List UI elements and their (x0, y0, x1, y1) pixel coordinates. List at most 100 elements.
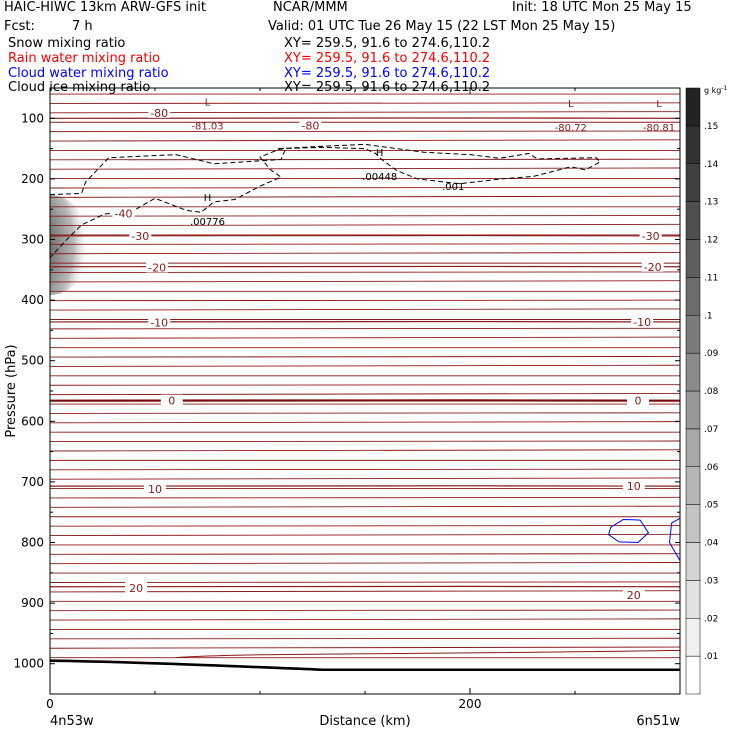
colorbar-unit: g kg-1 (704, 85, 728, 95)
isotherm-line (50, 327, 680, 330)
field-xy-cloud-water: XY= 259.5, 91.6 to 274.6,110.2 (284, 66, 491, 81)
field-name-snow: Snow mixing ratio (8, 36, 126, 51)
terrain-line (50, 659, 680, 672)
colorbar-label: .06 (704, 463, 719, 473)
colorbar-label: .14 (704, 160, 719, 170)
isotherm-line (50, 618, 680, 621)
isotherm-line (50, 195, 680, 198)
contour-label-bg (622, 480, 645, 492)
colorbar-label: .13 (704, 198, 718, 208)
contour-label-bg (631, 315, 654, 327)
isotherm-10 (50, 485, 680, 488)
isotherm-line (50, 421, 680, 424)
isotherm-line (50, 308, 680, 311)
colorbar-cell (685, 428, 701, 467)
colorbar-cell (685, 542, 701, 581)
field-name-cloud-water: Cloud water mixing ratio (8, 66, 169, 81)
contour-label-bg (129, 229, 152, 241)
contour-label: -10 (150, 317, 168, 330)
isotherm-line (50, 562, 680, 565)
isotherm-line (50, 553, 680, 555)
extremum-value: -81.03 (191, 122, 223, 133)
valid-time: Valid: 01 UTC Tue 26 May 15 (22 LST Mon … (268, 19, 616, 34)
low-marker: L (568, 99, 574, 110)
contour-label: -20 (148, 261, 166, 274)
isotherm-line (50, 130, 680, 133)
colorbar-cell (685, 277, 701, 316)
isotherm-0 (50, 399, 680, 403)
isotherm-line (50, 299, 680, 302)
colorbar-cell (685, 352, 701, 392)
colorbar-label: .03 (704, 576, 718, 586)
y-tick-label: 1000 (13, 657, 44, 671)
extremum-value: .00776 (190, 217, 225, 228)
colorbar-cell (685, 466, 701, 505)
isotherm-line (50, 533, 680, 536)
colorbar-cell (685, 315, 701, 354)
colorbar-cell (685, 125, 701, 164)
colorbar: .01 .02 .03 .04 .05 .06 .07 .08 .09 .1 .11 .12 .13 .1… (685, 87, 719, 695)
isotherm-line (50, 637, 680, 640)
high-marker: H (204, 193, 212, 204)
colorbar-cell (685, 163, 701, 202)
contour-label-bg (639, 229, 662, 241)
contour-label-bg (125, 581, 148, 593)
isotherm-line (50, 356, 680, 358)
colorbar-label: .12 (704, 236, 718, 246)
colorbar-cell (685, 201, 701, 240)
field-xy-snow: XY= 259.5, 91.6 to 274.6,110.2 (284, 36, 491, 51)
colorbar-cell (685, 580, 701, 619)
contour-label-bg (641, 260, 664, 272)
isotherm-line (50, 364, 680, 367)
contour-label-bg (112, 207, 135, 219)
colorbar-cell (685, 655, 701, 695)
isotherm-line (50, 646, 680, 649)
colorbar-label: .05 (704, 501, 718, 511)
contour-label-bg (622, 589, 645, 601)
contour-label-bg (148, 106, 171, 118)
contour-label: -30 (131, 230, 149, 243)
contour-label: 20 (627, 589, 641, 602)
colorbar-label: .09 (704, 349, 719, 359)
isotherm-line (50, 252, 680, 255)
isotherm-line (50, 581, 680, 583)
snow-shading (50, 195, 90, 295)
y-tick-label: 600 (21, 414, 44, 428)
x-tick-label: 200 (459, 697, 482, 711)
cloud-water-contour (668, 517, 680, 561)
isotherm-line (50, 243, 680, 245)
contour-label-bg (299, 119, 322, 131)
isotherm-line (50, 496, 680, 499)
contour-label: -30 (642, 230, 660, 243)
isotherm-line (50, 215, 680, 217)
forecast-label: Fcst: (4, 19, 35, 34)
near-surface-contour (175, 649, 680, 659)
y-tick-label: 500 (21, 354, 44, 368)
contour-label-bg (144, 483, 166, 495)
y-tick-label: 100 (21, 111, 44, 125)
field-name-rain: Rain water mixing ratio (8, 51, 161, 66)
extremum-value: .00448 (362, 172, 397, 183)
field-xy-rain: XY= 259.5, 91.6 to 274.6,110.2 (284, 51, 491, 66)
isotherm-line (50, 468, 680, 471)
isotherm-line (50, 505, 680, 508)
isotherm-line (50, 139, 680, 142)
colorbar-cell (685, 87, 701, 127)
isotherm-line (50, 609, 680, 612)
forecast-value: 7 h (72, 19, 93, 34)
low-marker: L (656, 99, 662, 110)
extremum-value: -80.81 (643, 123, 675, 134)
isotherm-line (50, 336, 680, 339)
colorbar-cell (685, 390, 701, 430)
isotherm-line (50, 167, 680, 170)
colorbar-label: .04 (704, 539, 719, 549)
isotherm--10 (50, 320, 680, 323)
isotherm-line (50, 102, 680, 104)
y-tick-label: 700 (21, 475, 44, 489)
model-title: HAIC-HIWC 13km ARW-GFS init (4, 0, 206, 15)
y-tick-label: 800 (21, 536, 44, 550)
isotherm-line (50, 440, 680, 443)
colorbar-cell (685, 504, 701, 543)
cloud-ice-contour (50, 143, 602, 259)
isotherm--80 (50, 117, 680, 120)
